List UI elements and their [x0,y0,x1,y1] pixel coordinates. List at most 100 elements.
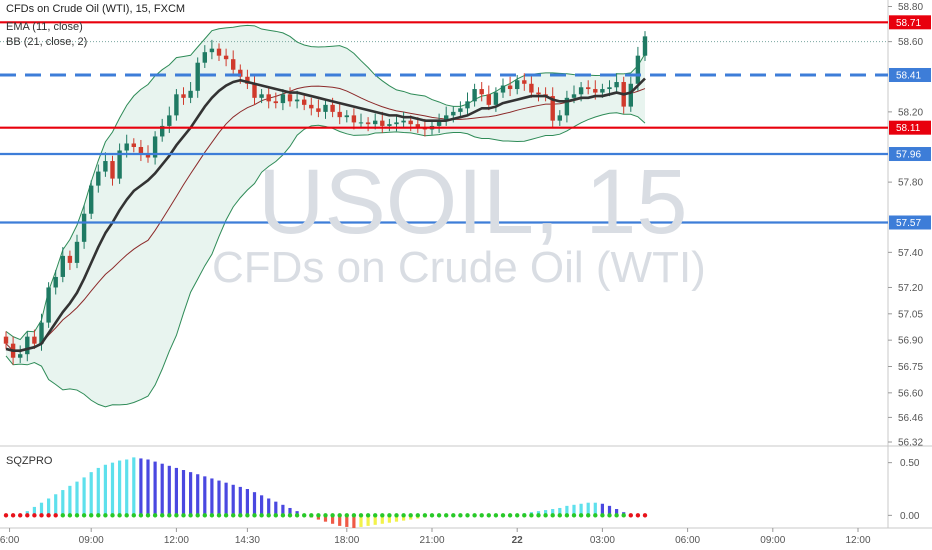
squeeze-dot [245,513,250,518]
momentum-bar [189,472,193,516]
candle [32,329,37,349]
candle [316,99,321,118]
squeeze-dot [458,513,463,518]
candle [195,57,200,98]
time-tick-label: 14:30 [235,535,260,546]
squeeze-dot [89,513,94,518]
squeeze-dot [507,513,513,518]
momentum-bar [579,503,583,516]
level-price-label: 57.57 [896,218,921,229]
squeeze-dot [131,513,136,518]
candle [479,82,484,102]
candle-body [202,52,207,63]
bb-upper-line [5,24,646,341]
squeeze-dot [465,513,470,518]
candle-body [614,82,619,88]
candle-body [387,124,392,126]
candle-body [458,108,463,112]
squeeze-dot [600,513,605,518]
time-tick-label: 21:00 [419,535,444,546]
candle-body [500,85,506,93]
momentum-bar [132,457,136,516]
sqz-tick-label: 0.50 [900,458,920,469]
candle [81,204,87,249]
candle [60,247,65,283]
candle [273,92,278,109]
candle [351,108,357,130]
squeeze-dot [373,513,378,518]
squeeze-dot [223,513,229,518]
squeeze-dot [138,513,144,518]
time-tick-label: 09:00 [760,535,785,546]
momentum-bar [231,484,235,516]
squeeze-dot [515,513,520,518]
momentum-bar [607,505,612,516]
momentum-bar [125,459,129,516]
momentum-bar [345,515,349,527]
squeeze-dot [543,513,548,518]
candle-body [280,94,286,104]
squeeze-dot [110,513,115,518]
momentum-bar [82,477,86,516]
momentum-bar [252,492,257,516]
candle [103,152,108,177]
momentum-bar [160,463,164,516]
squeeze-dot [174,513,179,518]
momentum-bar [359,515,363,527]
candle [266,87,271,109]
candle-body [323,104,328,112]
level-price-label: 58.71 [896,18,921,29]
candle-body [380,120,385,126]
candle-body [635,55,641,84]
momentum-bar [75,481,79,516]
time-tick-label: 18:00 [334,535,359,546]
candle [259,89,264,104]
candle [46,282,51,328]
squeeze-dot [486,513,491,518]
momentum-bar [217,480,221,516]
squeeze-dot [74,513,80,518]
squeeze-dot [578,513,584,518]
squeeze-dot [387,513,392,518]
momentum-bar [586,502,590,516]
candle-body [216,48,222,56]
candle [444,106,449,126]
squeeze-dot [202,513,207,518]
momentum-bar [380,515,384,524]
price-tick-label: 58.60 [898,37,923,48]
squeeze-dot [18,513,23,518]
candle-body [181,94,186,98]
momentum-bar [54,494,58,516]
candle-body [557,115,562,121]
momentum-bar [89,472,93,516]
candle [458,101,463,118]
candle-body [493,92,499,105]
candle [181,87,186,105]
bb-basis-line [5,85,646,353]
candle-body [578,87,584,95]
squeeze-dot [607,513,612,518]
candle [500,78,506,98]
candle-body [18,354,23,358]
candle [287,87,293,107]
candle [309,97,314,116]
candle-body [309,104,314,109]
level-price-tag [889,120,931,135]
price-tick-label: 56.46 [898,413,923,424]
candle-body [330,104,335,112]
momentum-bar [32,506,36,516]
candle-body [486,94,491,105]
candle-body [266,94,271,102]
squeeze-dot [621,513,626,518]
bb-lower-line [5,112,646,408]
squeeze-dot [536,513,541,518]
momentum-bar [593,502,597,516]
momentum-bar [565,505,569,516]
candle [401,111,406,128]
momentum-bar [558,507,562,516]
momentum-bar [238,486,242,516]
time-tick-label: 06:00 [675,535,700,546]
squeeze-dot [479,513,484,518]
squeeze-dot [522,513,527,518]
candle-body [117,150,122,179]
